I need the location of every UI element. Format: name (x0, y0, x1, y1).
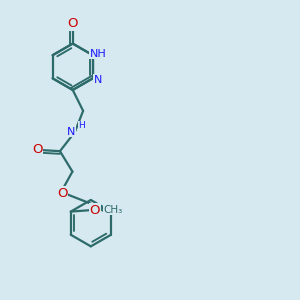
Text: N: N (94, 75, 102, 85)
Text: NH: NH (90, 49, 106, 59)
Text: H: H (78, 121, 85, 130)
Text: O: O (89, 204, 100, 217)
Text: O: O (32, 143, 42, 157)
Text: O: O (57, 187, 68, 200)
Text: CH₃: CH₃ (104, 205, 123, 215)
Text: N: N (67, 127, 75, 136)
Text: O: O (68, 17, 78, 30)
